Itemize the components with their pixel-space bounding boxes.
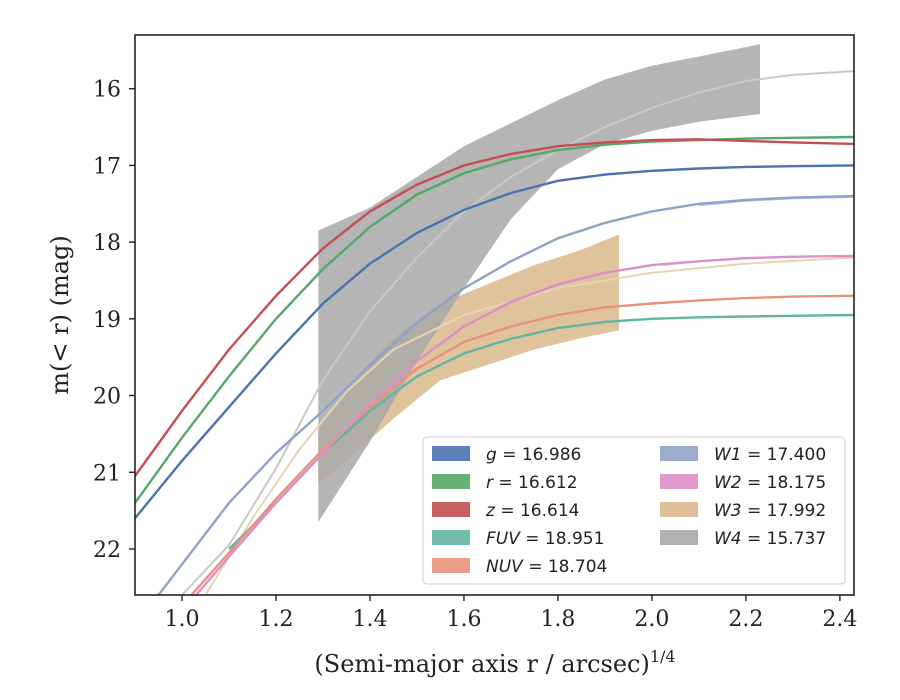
- legend-label-g: g = 16.986: [486, 445, 581, 465]
- x-tick-label: 2.0: [634, 607, 669, 632]
- legend-label-r: r = 16.612: [486, 473, 578, 493]
- y-tick-label: 21: [93, 461, 121, 486]
- legend-label-nuv: NUV = 18.704: [486, 557, 607, 577]
- y-tick-label: 16: [93, 78, 121, 103]
- y-tick-label: 17: [93, 154, 121, 179]
- legend-swatch-g: [432, 446, 470, 461]
- legend-swatch-z: [432, 502, 470, 517]
- y-tick-label: 18: [93, 231, 121, 256]
- x-tick-label: 2.4: [822, 607, 857, 632]
- legend-label-z: z = 16.614: [485, 501, 579, 521]
- legend-swatch-fuv: [432, 530, 470, 545]
- x-tick-label: 1.2: [258, 607, 293, 632]
- plot-frame: [134, 34, 855, 596]
- band-layer: [318, 44, 760, 523]
- series-line-w2: [195, 254, 854, 595]
- legend: g = 16.986 r = 16.612 z = 16.614 FUV = 18.9…: [422, 436, 846, 585]
- legend-swatch-w4: [660, 530, 698, 545]
- x-tick-label: 1.8: [540, 607, 575, 632]
- y-tick-label: 19: [93, 308, 121, 333]
- legend-swatch-r: [432, 474, 470, 489]
- legend-swatch-w2: [660, 474, 698, 489]
- band-w4: [318, 44, 760, 523]
- y-axis-title: m(< r) (mag): [46, 235, 74, 394]
- series-line-nuv: [190, 294, 854, 595]
- x-axis-title: (Semi-major axis r / arcsec)1/4: [314, 647, 675, 678]
- y-tick-label: 20: [93, 385, 121, 410]
- extrapolation-w3: [204, 256, 854, 595]
- band-w3: [318, 234, 619, 484]
- legend-label-w3: W3 = 17.992: [714, 501, 826, 521]
- legend-swatch-nuv: [432, 558, 470, 573]
- series-line-w1: [157, 194, 854, 595]
- legend-swatch-w1: [660, 446, 698, 461]
- x-tick-label: 2.2: [728, 607, 763, 632]
- legend-box: [422, 436, 846, 585]
- legend-swatch-w3: [660, 502, 698, 517]
- legend-label-w2: W2 = 18.175: [714, 473, 826, 493]
- legend-label-fuv: FUV = 18.951: [486, 529, 604, 549]
- series-line-z: [135, 138, 854, 477]
- x-tick-label: 1.0: [164, 607, 199, 632]
- legend-label-w1: W1 = 17.400: [714, 445, 826, 465]
- line-layer: [135, 70, 854, 595]
- x-axis: 1.0 1.2 1.4 1.6 1.8 2.0 2.2 2.4: [164, 595, 857, 632]
- x-tick-label: 1.6: [446, 607, 481, 632]
- y-axis: 16 17 18 19 20 21 22: [93, 78, 135, 563]
- legend-label-w4: W4 = 15.737: [714, 529, 826, 549]
- y-tick-label: 22: [93, 538, 121, 563]
- x-tick-label: 1.4: [352, 607, 387, 632]
- series-line-g: [135, 164, 854, 520]
